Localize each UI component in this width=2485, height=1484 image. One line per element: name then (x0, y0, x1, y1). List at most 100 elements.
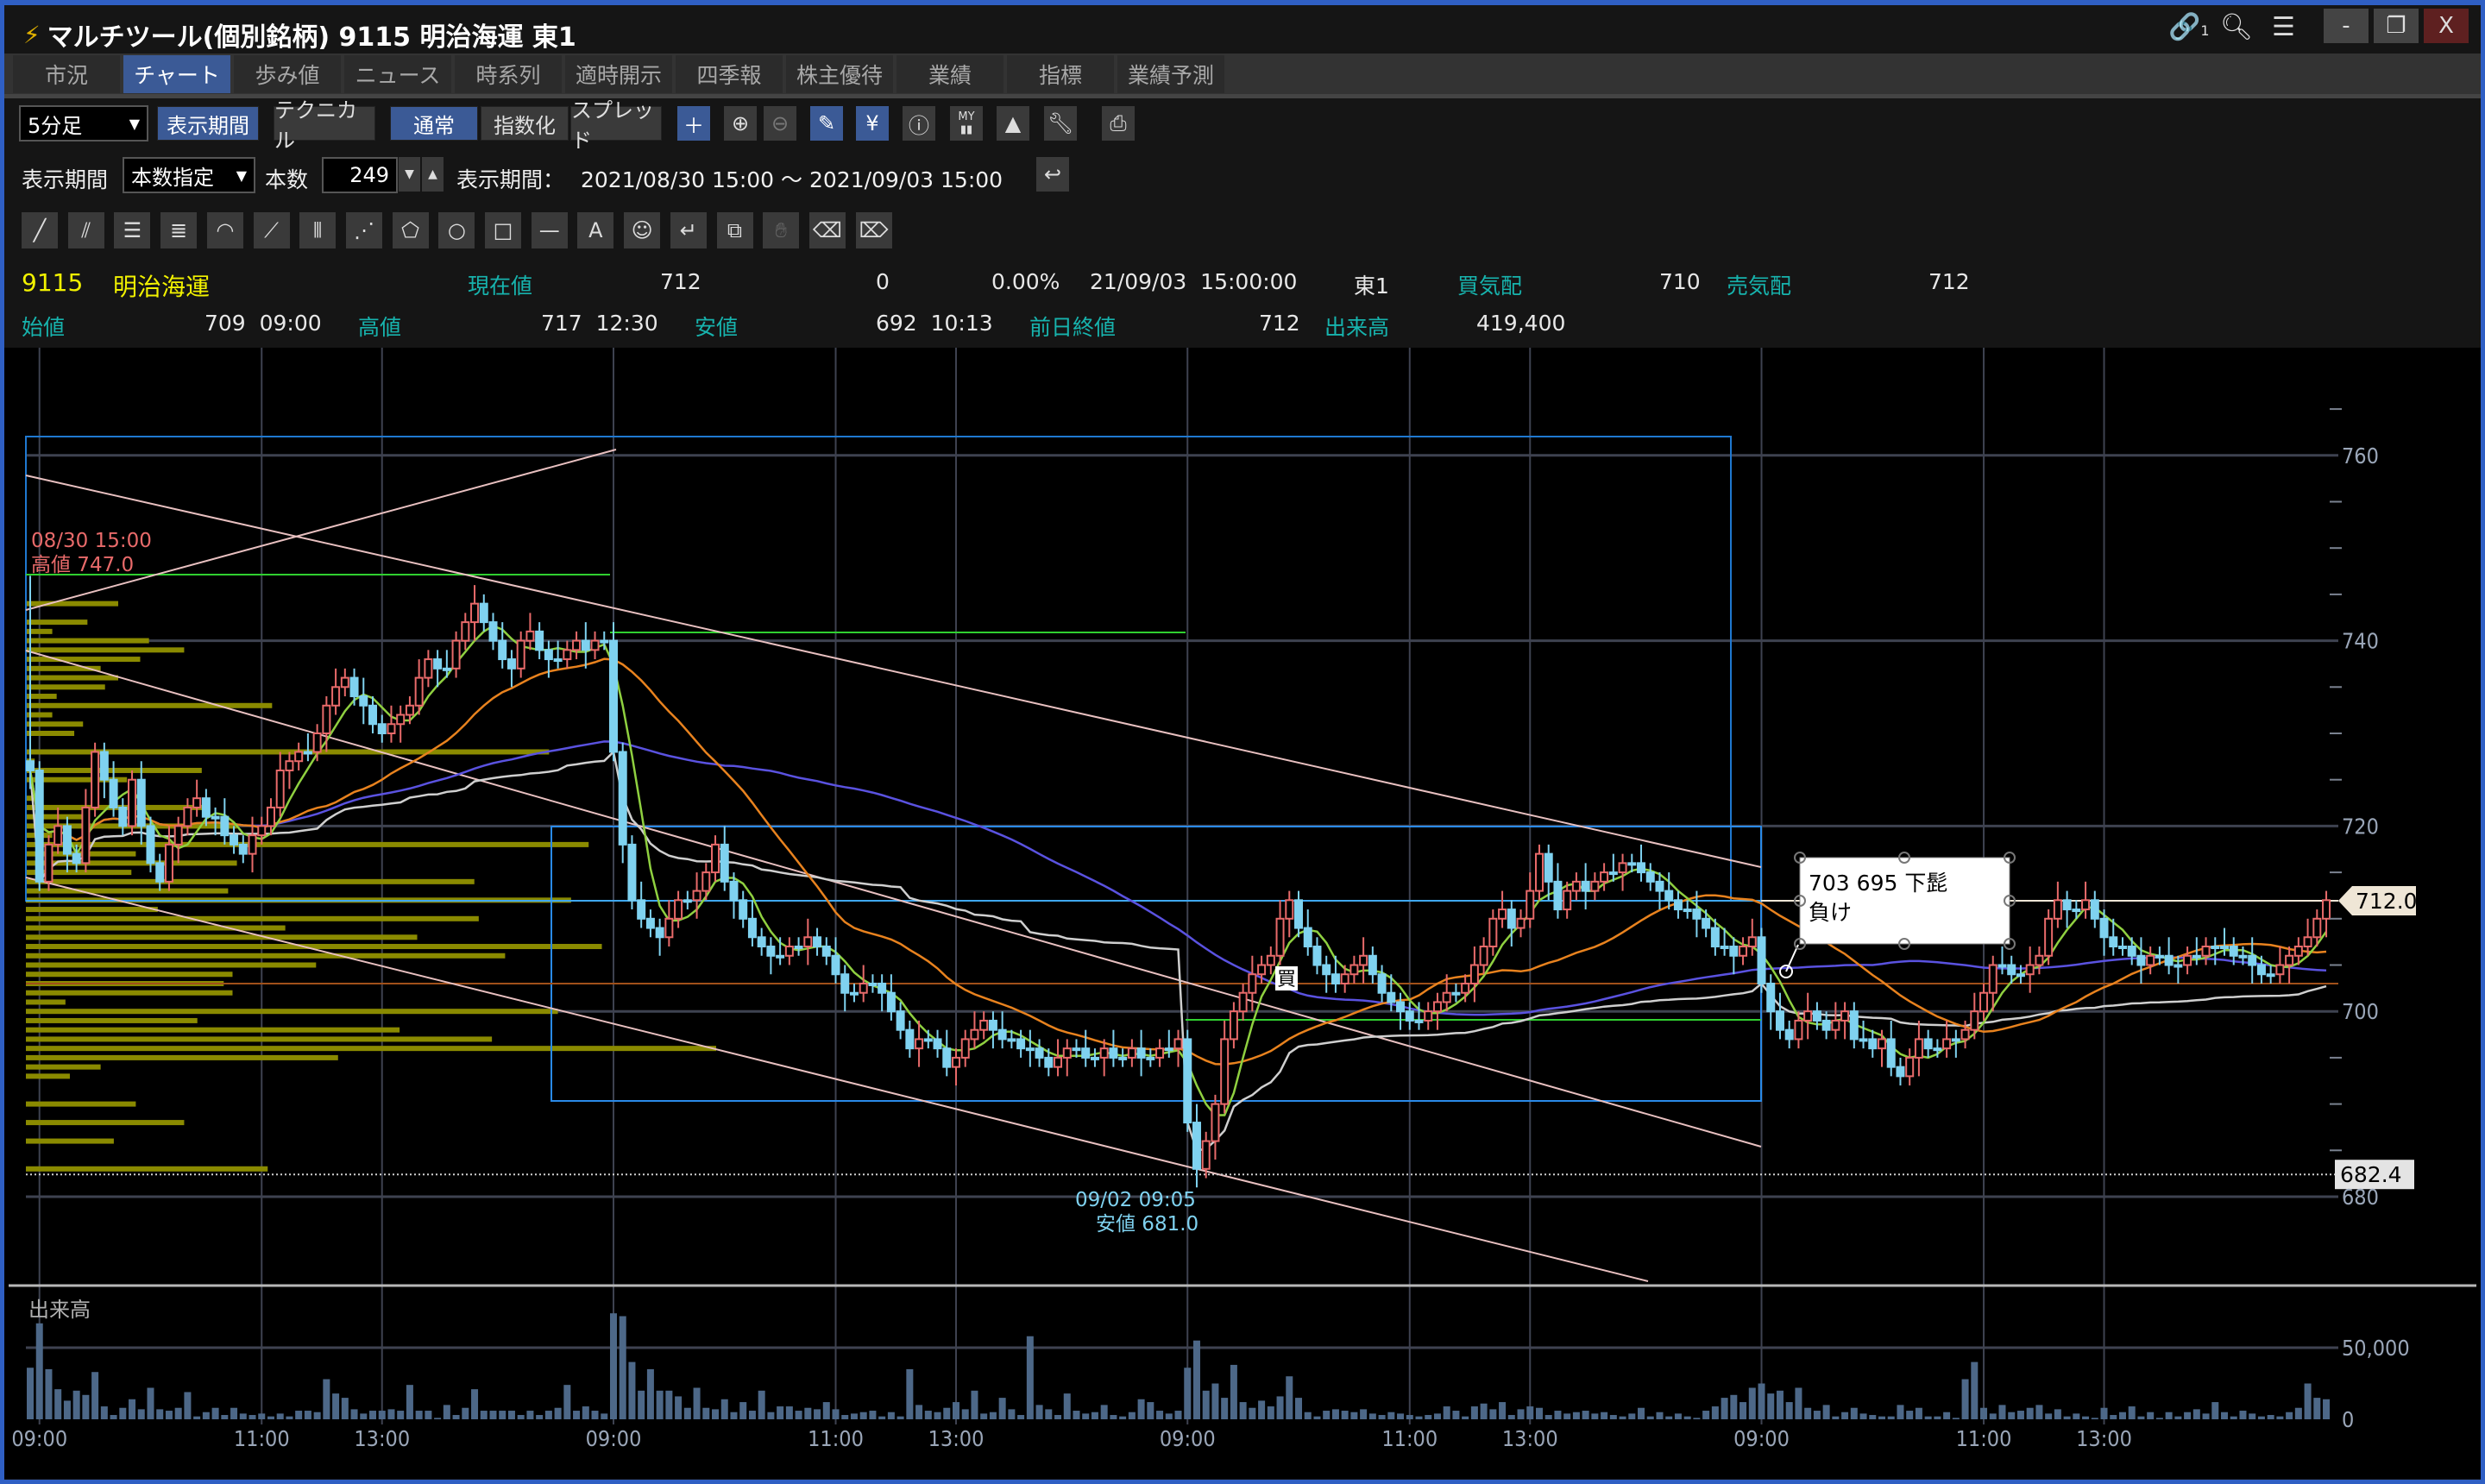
text-icon[interactable]: A (577, 212, 614, 248)
tab-4[interactable]: 時系列 (455, 55, 562, 93)
buy-marker[interactable]: 買 (1275, 966, 1298, 990)
close-button[interactable]: X (2424, 9, 2469, 43)
drawn-trendline[interactable] (25, 877, 1649, 1282)
pentagon-icon[interactable]: ⬠ (392, 212, 429, 248)
tab-0[interactable]: 市況 (13, 55, 120, 93)
drawn-trendline[interactable] (25, 475, 1762, 868)
technical-button[interactable]: テクニカル (274, 98, 375, 153)
drawn-rectangle[interactable] (25, 436, 1732, 902)
candle-body (461, 621, 470, 642)
menu-icon[interactable]: ☰ (2272, 12, 2295, 42)
pencil-icon[interactable]: ✎ (810, 106, 843, 141)
count-down-button[interactable]: ▼ (399, 157, 420, 192)
tab-10[interactable]: 業績予測 (1117, 55, 1224, 93)
restore-button[interactable]: ❐ (2374, 9, 2419, 43)
search-icon[interactable]: 🔍︎ (2220, 12, 2254, 42)
count-input[interactable]: 249 (322, 157, 398, 193)
candle-body (1747, 936, 1757, 948)
volume-bar (480, 1411, 488, 1419)
interval-select[interactable]: 5分足 ▼ (19, 105, 148, 141)
volume-bar (1582, 1411, 1589, 1419)
drawn-trendline[interactable] (25, 650, 1762, 1148)
eraser-all-icon[interactable]: ⌦ (855, 212, 892, 248)
candle-body (377, 723, 387, 735)
cursor-link-icon[interactable]: ↵ (670, 212, 707, 248)
rectangle-icon[interactable]: □ (485, 212, 521, 248)
info-icon[interactable]: ⓘ (903, 106, 935, 141)
volume-bar (1656, 1412, 1664, 1419)
link-icon[interactable]: 🔗1 (2168, 12, 2210, 42)
wrench-icon[interactable]: 🔧︎ (1044, 106, 1077, 141)
volume-bar (1961, 1379, 1969, 1419)
tab-1[interactable]: チャート (123, 55, 230, 93)
time-tick-label: 09:00 (1733, 1426, 1790, 1451)
candle-body (766, 946, 776, 957)
yen-icon[interactable]: ¥ (856, 106, 889, 141)
icon-stamp-icon[interactable]: ☺ (624, 212, 661, 248)
tab-7[interactable]: 株主優待 (786, 55, 893, 93)
fibonacci-arc-icon[interactable]: ◠ (206, 212, 243, 248)
volume-bar (2110, 1415, 2117, 1419)
vertical-lines-icon[interactable]: ⦀ (299, 212, 337, 248)
candle-body (915, 1038, 924, 1050)
copy-icon[interactable]: ⧉ (716, 212, 753, 248)
fan-icon[interactable]: ⟋ (253, 212, 290, 248)
horizontal-line-icon[interactable]: — (531, 212, 568, 248)
parallel-lines-icon[interactable]: ⫽ (67, 212, 104, 248)
mountain-chart-icon[interactable]: ▲ (997, 106, 1029, 141)
line-icon[interactable]: ╱ (22, 212, 58, 248)
period-button[interactable]: 表示期間 (157, 106, 259, 141)
normal-button[interactable]: 通常 (390, 106, 478, 141)
spread-button[interactable]: スプレッド (570, 98, 662, 153)
price-chart[interactable]: 08/30 15:00 高値 747.0 09/02 09:05 安値 681.… (4, 348, 2481, 1479)
crosshair-icon[interactable]: ＋ (677, 106, 710, 141)
candle (1784, 1020, 1794, 1049)
drawn-rectangle[interactable] (550, 826, 1762, 1102)
candle (201, 789, 211, 827)
hand-icon[interactable]: ✋︎ (763, 212, 800, 248)
volume-profile-bar (26, 1017, 198, 1023)
index-button[interactable]: 指数化 (481, 106, 569, 141)
zoom-in-icon[interactable]: ⊕ (724, 106, 757, 141)
candle-body (2201, 946, 2211, 957)
candle (1683, 900, 1692, 919)
candle (1414, 1002, 1424, 1030)
circle-icon[interactable]: ○ (438, 212, 475, 248)
volume-profile-bar (26, 814, 84, 820)
candle-body (211, 815, 220, 820)
my-chart-icon[interactable]: MY ▮▮ (950, 106, 983, 141)
tab-9[interactable]: 指標 (1007, 55, 1114, 93)
candle (1970, 992, 1979, 1040)
tab-2[interactable]: 歩み値 (234, 55, 341, 93)
period-mode-select[interactable]: 本数指定 ▼ (123, 157, 255, 193)
candle-body (2044, 917, 2054, 957)
count-up-button[interactable]: ▲ (422, 157, 444, 192)
volume-bar (295, 1411, 303, 1419)
volume-bar (1924, 1416, 1932, 1419)
note-box[interactable]: 703 695 下髭 負け (1779, 852, 2016, 978)
candle (544, 640, 553, 678)
tab-6[interactable]: 四季報 (676, 55, 783, 93)
volume-bar (822, 1402, 830, 1419)
printer-icon[interactable]: ⎙ (1102, 106, 1135, 141)
candle (1905, 1048, 1915, 1086)
horizontal-lines-icon[interactable]: ☰ (114, 212, 151, 248)
fibonacci-lines-icon[interactable]: ≣ (160, 212, 198, 248)
volume-profile-bar (26, 934, 418, 940)
tab-3[interactable]: ニュース (344, 55, 451, 93)
pitchfork-icon[interactable]: ⋰ (345, 212, 382, 248)
drawn-trendline[interactable] (25, 449, 617, 611)
tab-5[interactable]: 適時開示 (565, 55, 672, 93)
open-label: 始値 (22, 315, 66, 340)
reset-period-icon[interactable]: ↩ (1036, 157, 1069, 192)
candle (1933, 1039, 1942, 1058)
candle-body (1683, 909, 1692, 913)
tab-8[interactable]: 業績 (896, 55, 1003, 93)
candle (1303, 909, 1312, 956)
eraser-icon[interactable]: ⌫ (808, 212, 846, 248)
candle-body (488, 621, 498, 642)
volume-bar (850, 1413, 858, 1419)
candle (192, 779, 202, 817)
minimize-button[interactable]: - (2324, 9, 2369, 43)
zoom-out-icon[interactable]: ⊖ (764, 106, 796, 141)
